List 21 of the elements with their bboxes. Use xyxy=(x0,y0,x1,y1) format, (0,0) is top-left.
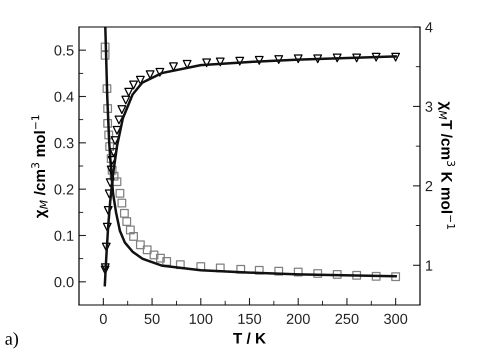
x-tick-label: 0 xyxy=(100,314,107,324)
y2-axis-title: χ$_{M}$T /cm$^{3}$ K mol$^{−1}$ xyxy=(438,102,456,229)
y-tick-label: 0.3 xyxy=(54,138,74,148)
y-tick-label: 0.5 xyxy=(54,45,74,56)
y-tick-label: 0.1 xyxy=(54,230,74,241)
x-tick-label: 100 xyxy=(190,314,212,324)
y2-tick-label: 1 xyxy=(426,260,432,271)
x-tick-label: 300 xyxy=(384,314,408,324)
x-tick-label: 200 xyxy=(286,314,310,324)
text: 0.0 xyxy=(54,276,74,288)
x-tick-label: 50 xyxy=(144,314,160,324)
x-tick-label: 150 xyxy=(238,314,262,324)
x-axis-title: T / K xyxy=(233,332,266,344)
y-axis-title: χ$_{M}$ /cm$^{3}$ mol$^{−1}$ xyxy=(31,115,48,218)
y2-tick-label: 2 xyxy=(426,180,432,192)
y2-tick-label: 4 xyxy=(425,22,433,32)
y-tick-label: 0.2 xyxy=(54,184,74,195)
text: a) xyxy=(5,332,18,348)
y2-tick-label: 3 xyxy=(425,102,432,112)
x-tick-label: 250 xyxy=(336,314,359,324)
y-tick-label: 0.4 xyxy=(54,92,74,102)
